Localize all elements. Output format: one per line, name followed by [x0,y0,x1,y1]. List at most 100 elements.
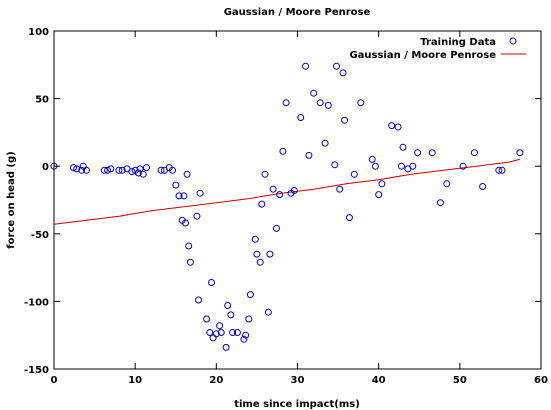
data-point [107,165,115,173]
data-point [258,200,266,208]
data-point [118,166,126,174]
data-point [414,149,422,157]
data-point [203,315,211,323]
data-point [186,258,194,266]
plot-frame [53,30,542,370]
data-point [282,99,290,107]
data-point [227,311,235,319]
x-tick-label: 40 [372,375,386,386]
data-point [357,99,365,107]
data-point [139,170,147,178]
axis-ticks [53,30,542,370]
data-point [345,214,353,222]
data-point [336,185,344,193]
data-point [83,166,90,174]
data-point [297,114,305,121]
data-point [409,162,417,170]
data-point [180,192,188,200]
legend-label-fit: Gaussian / Moore Penrose [349,50,496,61]
data-point [216,322,224,330]
data-point [209,334,217,342]
data-point [436,199,444,207]
data-point [498,166,506,174]
data-point [157,166,165,174]
data-point [212,330,220,338]
plot-area [50,62,524,351]
y-tick-label: 50 [35,95,49,106]
legend-marker-training [509,37,517,45]
data-point [222,343,230,351]
data-point [196,189,204,197]
data-point [245,315,253,323]
data-point [316,99,324,107]
y-tick-label: 0 [42,162,49,173]
data-point [266,250,274,258]
data-point [169,166,176,174]
x-tick-label: 10 [128,375,142,386]
data-point [290,187,298,194]
data-point [516,149,524,157]
data-point [136,165,144,173]
data-point [375,191,383,199]
data-point [350,170,358,178]
data-point [394,123,402,131]
data-point [305,151,313,159]
data-point [104,166,112,174]
data-point [185,242,193,250]
data-point [143,164,150,172]
y-tick-labels: -150 -100 -50 0 50 100 [24,27,49,376]
data-point [331,161,339,169]
x-tick-label: 0 [51,375,58,386]
data-point [195,296,202,304]
y-tick-label: -50 [31,230,49,241]
data-point [73,165,81,173]
data-point [172,181,180,189]
data-point [264,308,272,316]
data-point [193,212,201,220]
data-point [251,235,259,243]
y-tick-label: 100 [28,27,49,38]
x-tick-labels: 0 10 20 30 40 50 60 [51,375,548,386]
data-point [182,219,189,227]
legend-label-training: Training Data [420,37,496,48]
legend: Training Data Gaussian / Moore Penrose [349,37,526,61]
data-point [246,291,254,299]
data-point [115,166,123,174]
data-point [261,170,269,178]
data-point [310,89,318,97]
data-point [333,62,340,70]
data-point [50,162,58,170]
data-point [272,224,280,232]
data-point [399,143,407,151]
data-point [128,168,136,176]
data-point [78,166,86,174]
data-point [443,180,451,188]
data-point [242,331,250,339]
data-point [256,258,264,266]
data-point [183,170,191,178]
data-point [269,185,277,193]
data-point [302,62,310,70]
x-axis-label: time since impact(ms) [234,399,360,410]
data-point [378,180,386,188]
data-point [428,149,436,157]
x-tick-label: 20 [209,375,223,386]
chart-title: Gaussian / Moore Penrose [224,7,371,18]
data-point [208,279,215,286]
data-point [341,116,349,124]
data-point [388,122,396,130]
x-tick-label: 50 [453,375,467,386]
data-point [217,329,225,336]
data-point [321,139,329,147]
series-points [50,62,524,351]
data-point [276,191,284,199]
data-point [459,162,467,170]
y-axis-label: force on head (g) [6,151,17,248]
data-point [229,329,237,336]
data-point [324,101,332,109]
data-point [279,147,287,155]
x-tick-label: 30 [291,375,305,386]
data-point [206,329,214,336]
data-point [224,302,232,309]
